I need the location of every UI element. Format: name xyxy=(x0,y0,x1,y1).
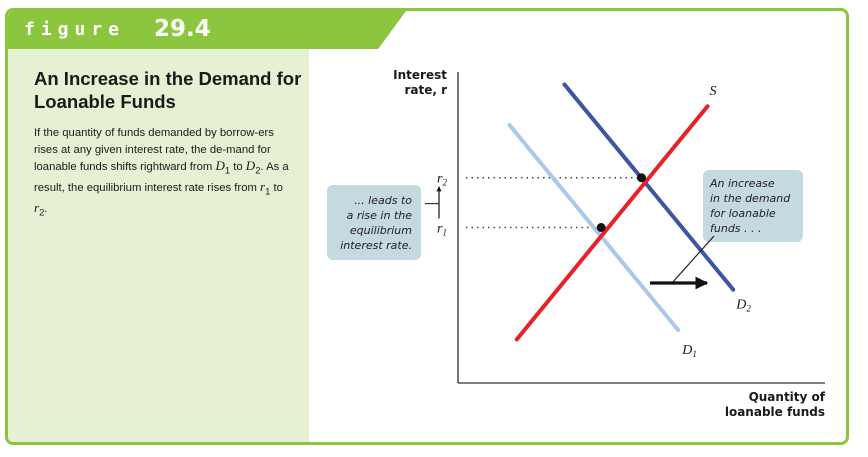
y-axis-label-line1: Interest xyxy=(393,68,447,82)
caption-r2-sub: 2 xyxy=(39,205,45,217)
curve-D1 xyxy=(507,122,681,333)
caption-text-1: If the quantity of funds demanded by bor… xyxy=(34,127,274,173)
x-axis-label-line2: loanable funds xyxy=(725,405,825,419)
tick-label-r1: r1 xyxy=(437,222,447,238)
caption-r1: r xyxy=(260,178,266,194)
figure-word: figure xyxy=(24,19,126,40)
rise-callout-box xyxy=(327,185,421,260)
caption-text-2: to xyxy=(230,161,246,173)
shift-callout-box xyxy=(703,170,803,242)
x-axis-label-line1: Quantity of xyxy=(749,390,826,404)
caption-d1: D xyxy=(215,158,225,173)
caption-body: If the quantity of funds demanded by bor… xyxy=(34,125,296,220)
caption-d2: D xyxy=(245,158,256,173)
curve-label-D1: D1 xyxy=(681,343,697,359)
curve-S xyxy=(514,104,710,342)
caption-d1-sub: 1 xyxy=(224,164,231,176)
caption-title: An Increase in the Demand for Loanable F… xyxy=(34,68,302,112)
y-axis-label-line2: rate, r xyxy=(404,83,447,97)
caption-panel: An Increase in the Demand for Loanable F… xyxy=(8,49,309,442)
rise-callout-line-4: interest rate. xyxy=(340,239,412,252)
shift-callout-line-4: funds . . . xyxy=(710,222,762,235)
shift-callout-pointer xyxy=(671,235,715,284)
rise-callout-line-3: equilibrium xyxy=(350,224,412,237)
curve-D2 xyxy=(562,82,736,292)
rise-callout-line-2: a rise in the xyxy=(347,209,413,222)
shift-callout-line-1: An increase xyxy=(709,177,775,190)
equilibrium-point-1 xyxy=(596,223,606,232)
shift-callout-line-3: for loanable xyxy=(710,207,776,220)
caption-r1-sub: 1 xyxy=(265,185,271,196)
curve-label-S: S xyxy=(710,84,717,99)
caption-d2-sub: 2 xyxy=(255,164,261,176)
caption-text-5: . xyxy=(44,202,48,215)
figure-tab: figure 29.4 xyxy=(8,11,406,49)
curve-label-D2: D2 xyxy=(735,298,751,314)
caption-text-4: to xyxy=(270,181,283,194)
tick-label-r2: r2 xyxy=(437,172,447,188)
figure-number: 29.4 xyxy=(154,16,211,42)
caption-r2: r xyxy=(34,199,40,215)
shift-callout-line-2: in the demand xyxy=(710,192,791,205)
caption-text-3: . As a result, the equilibrium interest … xyxy=(34,161,289,194)
equilibrium-point-2 xyxy=(637,173,646,183)
rise-callout-line-1: ... leads to xyxy=(354,194,412,207)
